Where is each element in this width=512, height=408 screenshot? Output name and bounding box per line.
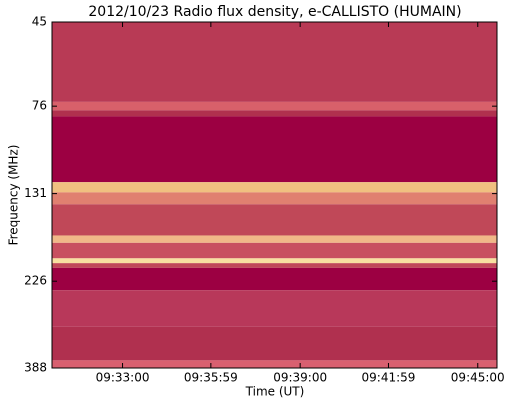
y-tick-label: 45	[32, 15, 47, 29]
x-tick-label: 09:45:00	[451, 371, 505, 385]
spectrogram-band	[52, 360, 497, 368]
chart-title: 2012/10/23 Radio flux density, e-CALLIST…	[88, 4, 461, 20]
x-tick-label: 09:39:00	[273, 371, 327, 385]
y-axis-label: Frequency (MHz)	[7, 145, 21, 246]
spectrogram-band	[52, 22, 497, 102]
spectrogram-band	[52, 192, 497, 205]
y-tick-label: 226	[24, 274, 47, 288]
spectrogram-band	[52, 116, 497, 183]
x-tick-label: 09:41:59	[362, 371, 416, 385]
spectrogram-band	[52, 290, 497, 327]
spectrogram-band	[52, 242, 497, 259]
spectrogram-band	[52, 110, 497, 117]
plot-frame	[51, 21, 498, 369]
spectrogram-band	[52, 101, 497, 111]
y-tick-label: 388	[24, 361, 47, 375]
spectrogram-band	[52, 258, 497, 264]
spectrogram-band	[52, 182, 497, 193]
spectrogram-band	[52, 263, 497, 268]
y-tick-label: 76	[32, 99, 47, 113]
x-axis-label: Time (UT)	[245, 385, 305, 399]
x-tick-label: 09:33:00	[96, 371, 150, 385]
x-tick-label: 09:35:59	[184, 371, 238, 385]
y-tick-label: 131	[24, 186, 47, 200]
spectrogram-band	[52, 204, 497, 236]
spectrogram-band	[52, 235, 497, 243]
spectrogram-band	[52, 326, 497, 361]
spectrogram-band	[52, 267, 497, 291]
